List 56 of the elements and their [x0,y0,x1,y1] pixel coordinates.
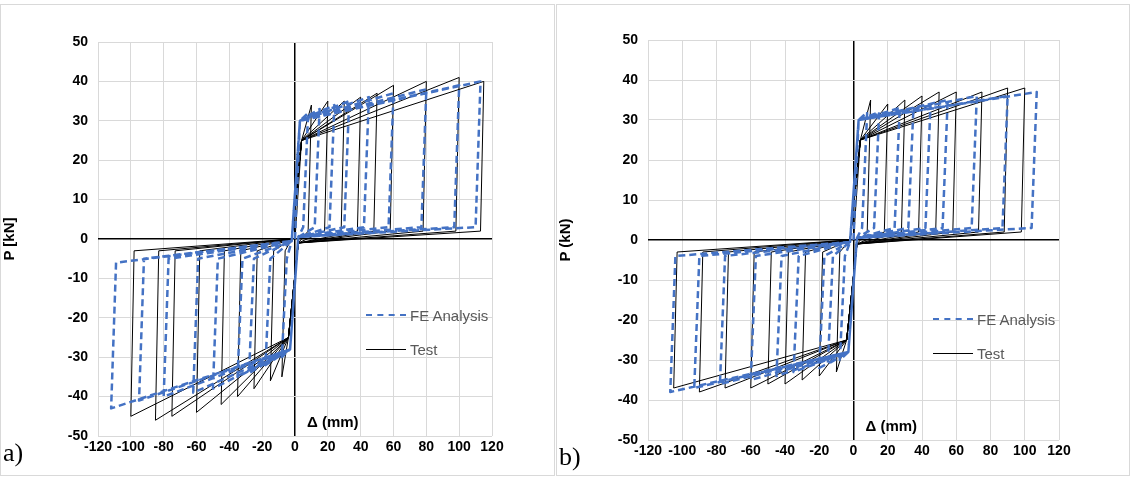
x-tick-label: 40 [914,442,930,459]
y-tick-label: -50 [617,430,639,447]
y-tick-label: 0 [80,229,89,246]
y-tick-label: 20 [622,150,639,167]
y-tick-label: 50 [72,32,89,49]
legend-label: FE Analysis [977,310,1056,328]
x-tick-label: 60 [385,438,402,455]
y-tick-label: 40 [72,72,89,89]
y-tick-label: -20 [67,308,89,325]
x-tick-label: -40 [219,438,240,455]
y-axis-title: P (kN) [556,218,574,262]
y-axis-title: P [kN] [0,217,18,261]
x-tick-label: -60 [186,438,207,455]
y-tick-label: 20 [72,151,89,168]
x-tick-label: -80 [153,438,174,455]
x-tick-label: 20 [320,438,336,455]
x-tick-label: 80 [982,442,999,459]
y-tick-label: 0 [630,230,639,247]
y-tick-label: -40 [67,387,89,404]
y-tick-label: -30 [617,350,639,367]
text: b) [559,442,581,472]
x-tick-label: -100 [668,442,697,459]
x-tick-label: 20 [879,442,896,459]
x-tick-label: 60 [948,442,965,459]
y-tick-label: -50 [67,426,89,443]
x-tick-label: 0 [291,438,300,455]
x-tick-label: -20 [252,438,273,455]
x-tick-label: 100 [447,438,472,455]
legend-label: Test [977,344,1005,362]
y-tick-label: 40 [622,70,639,87]
legend-label: Test [410,340,438,358]
y-tick-label: 50 [622,30,639,47]
y-tick-label: -30 [67,348,89,365]
text: a) [3,438,24,468]
y-tick-label: -40 [617,390,639,407]
x-tick-label: 40 [352,438,369,455]
x-tick-label: -100 [116,438,146,455]
y-tick-label: 30 [72,111,89,128]
y-tick-label: -10 [67,269,89,286]
x-tick-label: 120 [1047,442,1071,459]
y-tick-label: 10 [72,190,89,207]
y-tick-label: -20 [617,310,639,327]
x-axis-title: Δ (mm) [865,416,918,434]
x-tick-label: -60 [740,442,762,459]
x-tick-label: 80 [418,438,435,455]
x-axis-title: Δ (mm) [307,412,359,430]
x-tick-label: 100 [1013,442,1037,459]
legend-label: FE Analysis [410,306,489,324]
x-tick-label: -80 [706,442,727,459]
x-tick-label: 0 [849,442,858,459]
y-tick-label: 10 [622,190,639,207]
y-tick-label: 30 [622,110,639,127]
y-tick-label: -10 [617,270,639,287]
x-tick-label: -20 [809,442,830,459]
x-tick-label: -40 [774,442,796,459]
x-tick-label: 120 [480,438,504,455]
